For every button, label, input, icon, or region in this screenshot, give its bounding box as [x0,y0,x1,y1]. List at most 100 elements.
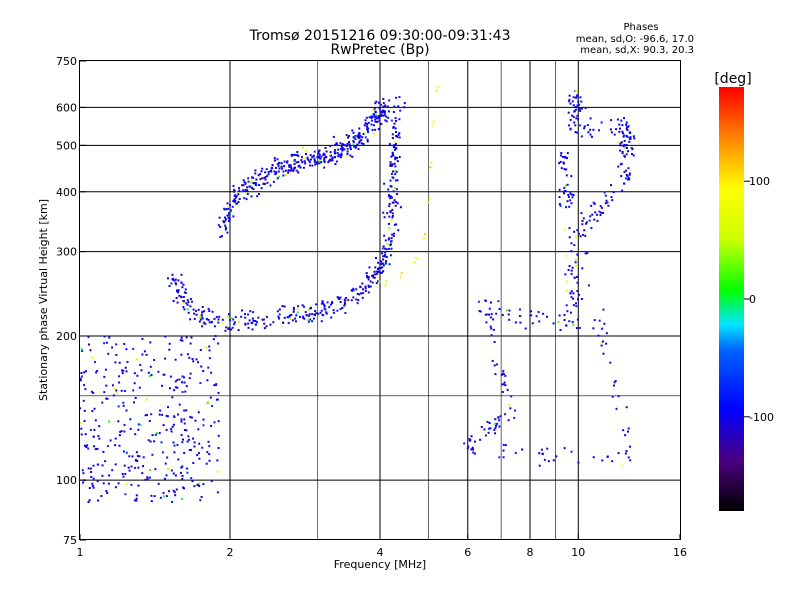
data-point [182,296,185,298]
data-point [625,121,628,124]
data-point [382,110,385,113]
data-point [189,305,192,308]
data-point [345,155,348,158]
data-point [375,257,377,259]
data-point [379,103,382,106]
data-point [265,325,268,328]
data-point [391,233,394,236]
data-point [181,478,184,480]
data-point [592,327,595,330]
data-point [227,327,230,330]
data-point [380,114,383,117]
data-point [183,381,186,384]
data-point [366,129,369,132]
data-point [230,328,233,331]
data-point [137,428,140,431]
data-point [235,196,237,199]
data-point [589,117,592,120]
data-point [259,173,262,176]
data-point [494,373,497,376]
data-point [367,127,370,130]
data-point [499,415,502,418]
data-point [590,135,593,138]
data-point [345,297,348,299]
data-point [174,282,177,285]
data-point [350,289,353,292]
data-point [253,182,256,185]
data-point [261,318,264,321]
data-point [104,460,107,463]
data-point [611,395,614,398]
data-point [238,198,241,200]
data-point [171,500,173,503]
data-point [250,195,253,198]
data-point [216,470,219,473]
data-point [304,149,307,152]
data-point [285,169,287,172]
data-point [207,366,210,369]
data-point [176,386,179,389]
data-point [93,445,96,448]
data-point [396,193,399,195]
data-point [147,371,150,374]
data-point [128,455,131,458]
data-point [565,324,568,327]
data-point [571,114,574,117]
data-point [505,309,508,312]
data-point [179,339,182,342]
data-point [558,314,561,317]
data-point [175,283,178,286]
data-point [393,140,396,143]
data-point [175,488,178,491]
data-point [380,263,383,266]
data-point [385,115,388,118]
data-point [568,94,571,97]
data-point [246,189,249,192]
data-point [486,420,489,423]
data-point [135,451,138,454]
data-point [372,132,375,135]
data-point [375,113,378,116]
data-point [266,316,269,319]
data-point [185,409,188,412]
data-point [334,156,337,158]
data-point [382,114,385,117]
data-point [395,131,397,133]
data-point [324,146,327,149]
data-point [628,173,631,176]
data-point [367,291,370,294]
data-point [354,146,357,149]
data-point [322,152,325,155]
data-point [229,209,232,212]
data-point [569,199,572,202]
data-point [172,441,175,444]
data-point [570,250,573,253]
data-point [180,418,183,421]
data-point [602,212,604,214]
data-point [174,380,177,383]
data-point [546,447,549,450]
data-point [537,311,540,314]
data-point [192,308,195,311]
data-point [622,182,625,185]
data-point [172,472,175,475]
data-point [563,190,566,193]
data-point [248,319,251,322]
data-point [186,467,189,470]
data-point [301,156,303,159]
data-point [351,155,354,158]
data-point [581,223,584,226]
data-point [202,424,205,427]
data-point [311,320,314,323]
data-point [398,136,401,139]
data-point [367,121,370,124]
data-point [212,338,215,341]
data-point [89,467,92,470]
data-point [394,204,397,207]
data-point [373,113,375,116]
data-point [281,167,284,170]
data-point [198,442,201,445]
data-point [310,306,312,309]
data-point [569,292,572,295]
data-point [610,119,613,122]
